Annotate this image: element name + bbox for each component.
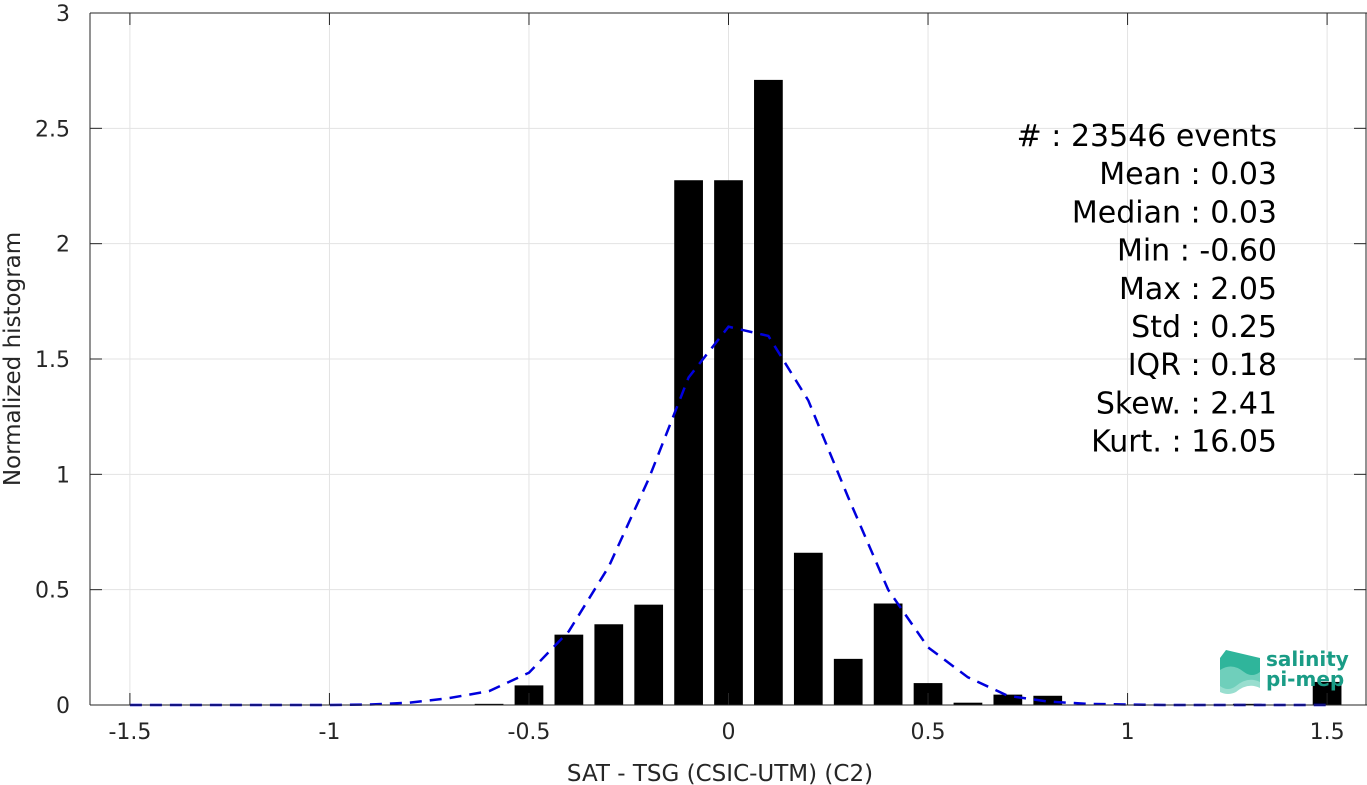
y-tick-labels: 0 0.5 1 1.5 2 2.5 3 bbox=[35, 2, 70, 719]
logo-wave-icon-shadow bbox=[1220, 666, 1260, 694]
salinity-pi-mep-logo: salinity pi-mep bbox=[1220, 647, 1349, 694]
x-tick-label: 0.5 bbox=[911, 720, 946, 745]
stat-line: Median : 0.03 bbox=[1072, 195, 1277, 230]
y-tick-label: 3 bbox=[56, 2, 70, 27]
histogram-bar bbox=[634, 604, 664, 705]
histogram-bar bbox=[873, 603, 903, 705]
y-tick-label: 1.5 bbox=[35, 348, 70, 373]
histogram-bar bbox=[833, 658, 863, 705]
y-tick-label: 2.5 bbox=[35, 117, 70, 142]
normal-fit-curve bbox=[129, 325, 1328, 707]
stat-line: IQR : 0.18 bbox=[1128, 348, 1277, 383]
stat-line: Std : 0.25 bbox=[1131, 310, 1277, 345]
histogram-bar bbox=[594, 624, 624, 705]
histogram-bar bbox=[1232, 703, 1262, 705]
x-tick-labels: -1.5 -1 -0.5 0 0.5 1 1.5 bbox=[108, 720, 1344, 745]
x-tick-label: -1.5 bbox=[108, 720, 151, 745]
y-tick-label: 0 bbox=[56, 694, 70, 719]
x-tick-label: -1 bbox=[318, 720, 340, 745]
axes-frame bbox=[89, 12, 1367, 706]
x-tick-label: 1 bbox=[1121, 720, 1135, 745]
x-tick-label: 1.5 bbox=[1310, 720, 1345, 745]
stat-line: Kurt. : 16.05 bbox=[1091, 425, 1277, 460]
histogram-bar bbox=[674, 180, 703, 705]
histogram-bar bbox=[754, 79, 783, 706]
histogram-bar bbox=[474, 703, 504, 705]
logo-line-2: pi-mep bbox=[1266, 667, 1344, 691]
stat-line: Min : -0.60 bbox=[1117, 234, 1277, 269]
y-axis-label: Normalized histogram bbox=[0, 232, 26, 486]
logo-line-1: salinity bbox=[1266, 647, 1349, 671]
y-tick-label: 2 bbox=[56, 233, 70, 258]
x-tick-label: -0.5 bbox=[508, 720, 551, 745]
histogram-bar bbox=[714, 180, 743, 705]
stat-line: Skew. : 2.41 bbox=[1096, 386, 1277, 421]
histogram-bar bbox=[953, 702, 983, 705]
histogram-bar bbox=[793, 552, 823, 705]
histogram-bar bbox=[554, 634, 584, 705]
x-axis-label: SAT - TSG (CSIC-UTM) (C2) bbox=[567, 761, 873, 785]
stat-line: # : 23546 events bbox=[1017, 119, 1277, 154]
stat-line: Mean : 0.03 bbox=[1099, 157, 1277, 192]
stat-line: Max : 2.05 bbox=[1119, 272, 1277, 307]
histogram-bars bbox=[474, 79, 1342, 706]
y-tick-label: 1 bbox=[56, 463, 70, 488]
histogram-bar bbox=[1033, 695, 1063, 705]
y-tick-label: 0.5 bbox=[35, 579, 70, 604]
histogram-bar bbox=[993, 694, 1023, 705]
x-tick-label: 0 bbox=[722, 720, 736, 745]
